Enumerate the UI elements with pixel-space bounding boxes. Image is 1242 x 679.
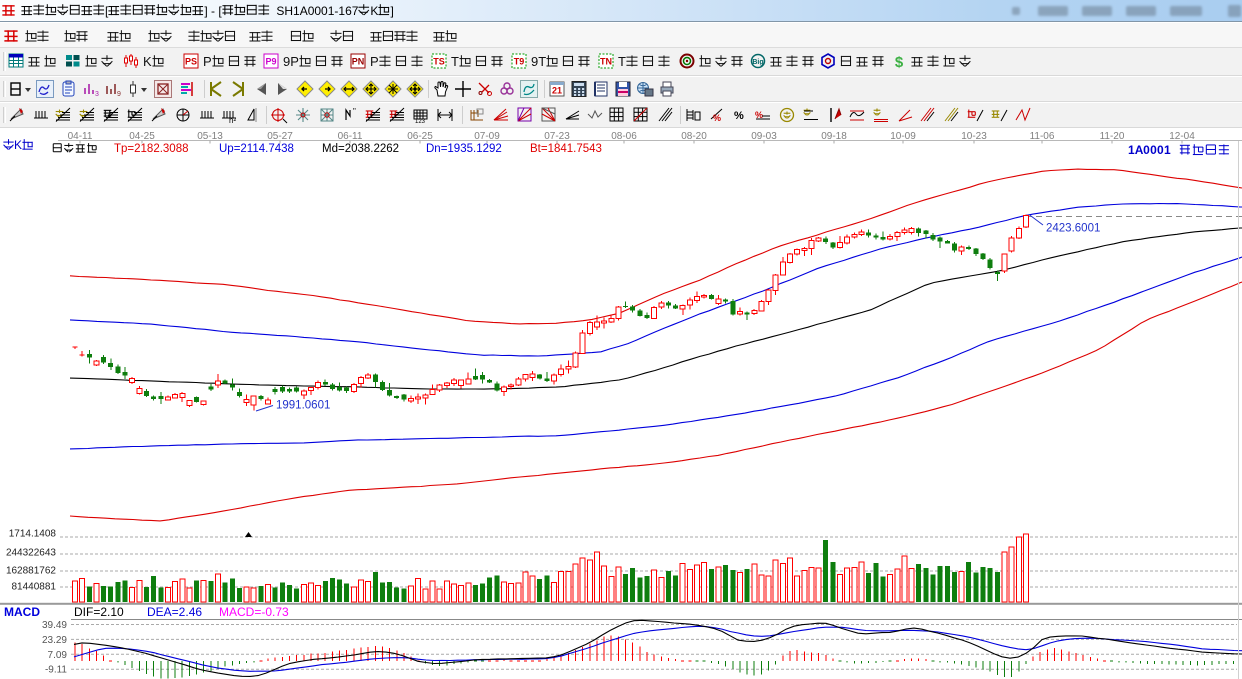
svg-text:9: 9 [117, 91, 121, 98]
svg-text:2423.6001: 2423.6001 [1046, 223, 1100, 235]
svg-text:12-04: 12-04 [1169, 131, 1195, 142]
svg-text:04-11: 04-11 [68, 131, 93, 142]
svg-text:DEA=2.46: DEA=2.46 [147, 605, 202, 619]
svg-text:Dn=1935.1292: Dn=1935.1292 [426, 143, 502, 155]
svg-text:04-25: 04-25 [129, 131, 155, 142]
svg-text:09-03: 09-03 [751, 131, 777, 142]
svg-text:11-20: 11-20 [1100, 131, 1125, 142]
svg-text:Big: Big [752, 59, 763, 66]
svg-text:05-27: 05-27 [267, 131, 293, 142]
svg-text:81440881: 81440881 [12, 582, 57, 593]
svg-text:%: % [734, 110, 744, 122]
svg-text:Up=2114.7438: Up=2114.7438 [219, 143, 294, 155]
svg-text:MACD=-0.73: MACD=-0.73 [219, 605, 289, 619]
svg-text:TN: TN [600, 57, 612, 67]
svg-text:A: A [1135, 143, 1144, 157]
svg-text:244322643: 244322643 [6, 548, 56, 559]
svg-text:08-06: 08-06 [611, 131, 637, 142]
svg-text:P9: P9 [265, 57, 276, 67]
svg-text:T9: T9 [514, 57, 525, 67]
svg-text:%: % [755, 110, 763, 120]
svg-text:21: 21 [552, 86, 562, 96]
svg-text:": " [353, 107, 356, 116]
svg-text:06-25: 06-25 [407, 131, 433, 142]
svg-text:39.49: 39.49 [42, 620, 67, 631]
svg-text:10-09: 10-09 [890, 131, 916, 142]
svg-text:MACD: MACD [4, 605, 40, 619]
svg-text:-9.11: -9.11 [45, 665, 67, 676]
svg-text:09-18: 09-18 [821, 131, 847, 142]
svg-text:10-23: 10-23 [961, 131, 987, 142]
svg-text:PS: PS [185, 57, 197, 67]
svg-text:TS: TS [433, 57, 445, 67]
svg-text:1: 1 [1128, 143, 1135, 157]
svg-text:DIF=2.10: DIF=2.10 [74, 605, 124, 619]
svg-text:123: 123 [415, 119, 426, 124]
svg-text:1991.0601: 1991.0601 [276, 400, 330, 412]
svg-text:$: $ [895, 54, 904, 69]
svg-text:07-09: 07-09 [474, 131, 500, 142]
svg-text:11-06: 11-06 [1030, 131, 1055, 142]
svg-text:162881762: 162881762 [6, 566, 56, 577]
svg-text:0: 0 [1157, 143, 1164, 157]
svg-text:3: 3 [95, 91, 99, 98]
svg-text:07-23: 07-23 [544, 131, 570, 142]
svg-text:Md=2038.2262: Md=2038.2262 [322, 143, 399, 155]
svg-text:05-13: 05-13 [197, 131, 223, 142]
svg-text:1: 1 [1164, 143, 1171, 157]
svg-text:Tp=2182.3088: Tp=2182.3088 [114, 143, 189, 155]
svg-text:7.09: 7.09 [48, 650, 68, 661]
svg-text:%: % [713, 113, 721, 123]
svg-text:Bt=1841.7543: Bt=1841.7543 [530, 143, 602, 155]
svg-text:08-20: 08-20 [681, 131, 707, 142]
svg-text:PN: PN [352, 57, 365, 67]
svg-text:1714.1408: 1714.1408 [9, 529, 57, 540]
svg-text:n²: n² [229, 116, 236, 124]
svg-text:23.29: 23.29 [42, 635, 67, 646]
svg-text:0: 0 [1143, 143, 1150, 157]
svg-text:0: 0 [1150, 143, 1157, 157]
svg-text:06-11: 06-11 [338, 131, 363, 142]
